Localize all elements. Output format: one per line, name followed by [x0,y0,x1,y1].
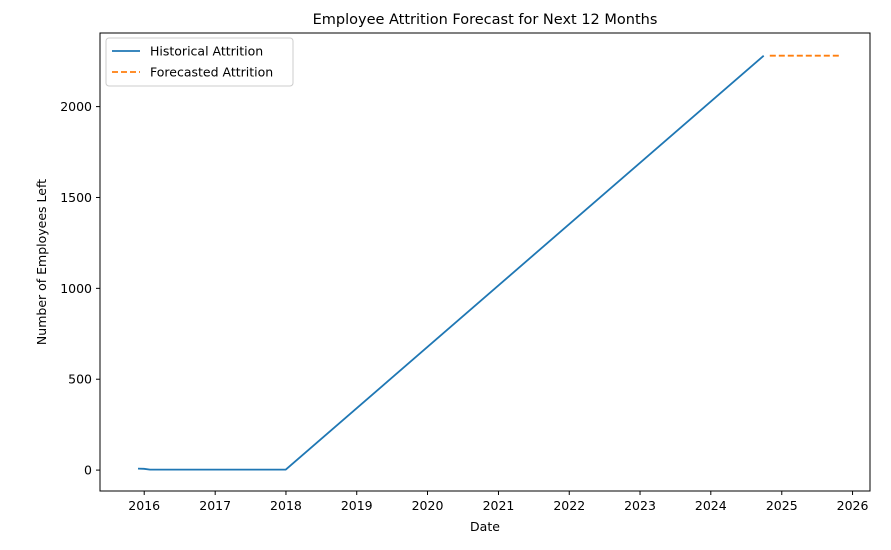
legend-label-historical: Historical Attrition [150,44,263,59]
y-axis-ticks: 0 500 1000 1500 2000 [60,99,100,478]
x-tick-label: 2023 [624,498,656,513]
x-tick-label: 2021 [483,498,515,513]
legend: Historical Attrition Forecasted Attritio… [105,37,294,87]
x-tick-label: 2018 [270,498,302,513]
plot-area: 2016 2017 2018 2019 2020 2021 2022 2023 2024 2025… [60,32,871,513]
historical-attrition-line [137,55,765,471]
x-tick-label: 2026 [837,498,869,513]
legend-label-forecast: Forecasted Attrition [150,65,273,80]
x-tick-label: 2022 [553,498,585,513]
chart-title: Employee Attrition Forecast for Next 12 … [313,12,658,28]
x-tick-label: 2016 [128,498,160,513]
x-tick-label: 2017 [199,498,231,513]
series-lines [137,54,841,471]
y-tick-label: 2000 [60,99,92,114]
x-tick-label: 2025 [766,498,798,513]
y-axis-label: Number of Employees Left [34,179,49,345]
y-tick-label: 1500 [60,190,92,205]
plot-frame [99,32,871,492]
x-tick-label: 2024 [695,498,727,513]
x-axis-ticks: 2016 2017 2018 2019 2020 2021 2022 2023 2024 2025… [128,491,869,513]
x-tick-label: 2020 [412,498,444,513]
y-tick-label: 1000 [60,281,92,296]
x-axis-label: Date [470,519,500,534]
x-tick-label: 2019 [341,498,373,513]
legend-box [105,37,294,87]
y-tick-label: 500 [68,372,92,387]
y-tick-label: 0 [84,463,92,478]
